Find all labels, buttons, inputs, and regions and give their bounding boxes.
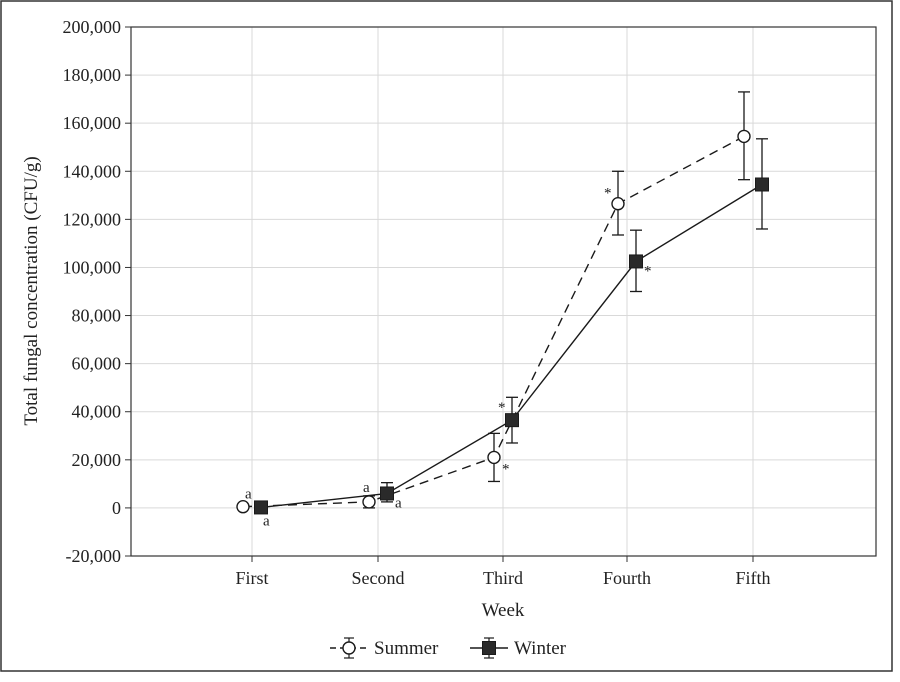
legend-marker-circle: [342, 641, 356, 655]
significance-annotation: *: [498, 400, 506, 416]
x-axis: First Second Third Fourth Fifth: [235, 556, 771, 588]
legend-label: Summer: [374, 638, 439, 659]
y-axis: -20,000 0 20,000 40,000 60,000 80,000 100,000 1…: [63, 17, 131, 566]
y-tick-label: 180,000: [63, 65, 122, 85]
x-tick-label: First: [235, 568, 268, 588]
data-point-circle: [362, 495, 376, 509]
y-tick-label: 0: [112, 498, 121, 518]
x-tick-label: Second: [352, 568, 405, 588]
series-summer: a a * *: [236, 91, 751, 514]
data-point-square: [505, 413, 519, 428]
x-axis-label: Week: [482, 600, 525, 621]
data-point-circle: [611, 197, 625, 211]
significance-annotation: a: [263, 513, 270, 529]
x-tick-label: Third: [483, 568, 523, 588]
y-tick-label: 140,000: [63, 161, 122, 181]
legend-label: Winter: [514, 638, 567, 659]
y-tick-label: 100,000: [63, 257, 122, 277]
data-point-square: [629, 254, 643, 269]
y-tick-label: 80,000: [72, 306, 122, 326]
data-point-square: [380, 486, 394, 501]
data-point-square: [755, 177, 769, 192]
legend-item-winter: Winter: [470, 637, 567, 659]
legend-marker-square: [482, 641, 496, 655]
significance-annotation: *: [644, 263, 652, 279]
data-point-square: [254, 500, 268, 515]
y-tick-label: -20,000: [66, 546, 122, 566]
data-point-circle: [487, 450, 501, 465]
series: a a**aa**: [236, 91, 769, 529]
significance-annotation: a: [245, 487, 252, 503]
x-tick-label: Fifth: [735, 568, 770, 588]
y-tick-label: 40,000: [72, 402, 122, 422]
data-point-circle: [236, 500, 250, 514]
y-tick-label: 200,000: [63, 17, 122, 37]
y-tick-label: 20,000: [72, 450, 122, 470]
significance-annotation: a: [395, 495, 402, 511]
significance-annotation: a: [363, 480, 370, 496]
significance-annotation: *: [604, 186, 612, 202]
x-tick-label: Fourth: [603, 568, 651, 588]
data-point-circle: [737, 129, 751, 144]
y-tick-label: 160,000: [63, 113, 122, 133]
legend-item-summer: Summer: [330, 637, 439, 659]
y-tick-label: 60,000: [72, 354, 122, 374]
legend: Summer Winter: [330, 637, 567, 659]
y-tick-label: 120,000: [63, 209, 122, 229]
significance-annotation: *: [502, 461, 510, 477]
y-axis-label: Total fungal concentration (CFU/g): [21, 156, 42, 425]
series-winter: a a * *: [254, 138, 769, 529]
